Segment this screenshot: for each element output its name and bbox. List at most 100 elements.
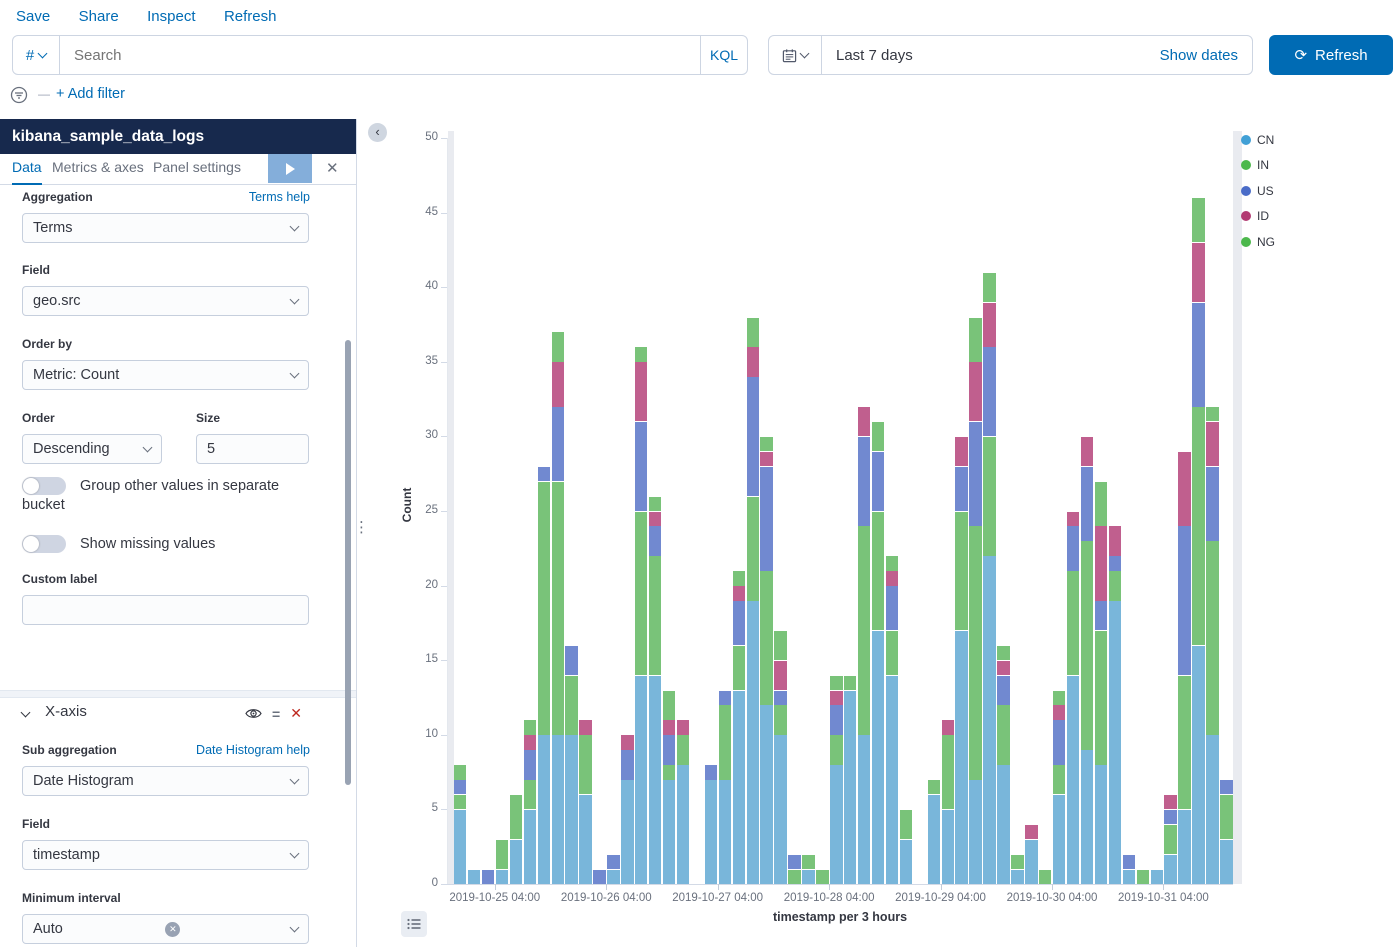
legend-item-us[interactable]: US <box>1241 184 1274 198</box>
search-input[interactable] <box>60 47 700 64</box>
bar-segment-ng[interactable] <box>747 318 759 347</box>
bar-segment-id[interactable] <box>955 437 967 466</box>
bar-segment-in[interactable] <box>1039 870 1051 884</box>
eye-icon[interactable] <box>245 707 262 720</box>
bar-segment-cn[interactable] <box>649 676 661 884</box>
bar-segment-in[interactable] <box>872 512 884 631</box>
bar-segment-cn[interactable] <box>942 810 954 884</box>
bar-segment-cn[interactable] <box>802 870 814 884</box>
bar-segment-ng[interactable] <box>1192 198 1204 242</box>
apply-changes-button[interactable] <box>268 154 312 183</box>
bar-segment-us[interactable] <box>649 526 661 555</box>
bar-segment-in[interactable] <box>677 735 689 764</box>
bar-segment-ng[interactable] <box>524 720 536 734</box>
bar-segment-in[interactable] <box>760 571 772 705</box>
bar-segment-in[interactable] <box>510 795 522 839</box>
bar-segment-cn[interactable] <box>1164 855 1176 884</box>
bar-segment-id[interactable] <box>1025 825 1037 839</box>
bar-segment-in[interactable] <box>942 735 954 809</box>
bar-segment-in[interactable] <box>454 795 466 809</box>
bar-segment-us[interactable] <box>1123 855 1135 869</box>
bar-segment-id[interactable] <box>997 661 1009 675</box>
bar-segment-in[interactable] <box>928 780 940 794</box>
bar-segment-ng[interactable] <box>1206 407 1218 421</box>
bar-segment-cn[interactable] <box>774 735 786 884</box>
bar-segment-us[interactable] <box>1178 526 1190 675</box>
bar-segment-us[interactable] <box>621 750 633 779</box>
bar-segment-in[interactable] <box>830 735 842 764</box>
bar-segment-id[interactable] <box>1081 437 1093 466</box>
bar-segment-cn[interactable] <box>1011 870 1023 884</box>
bar-segment-cn[interactable] <box>886 676 898 884</box>
bar-segment-in[interactable] <box>816 870 828 884</box>
bar-segment-id[interactable] <box>635 362 647 421</box>
bar-segment-us[interactable] <box>983 347 995 436</box>
bar-segment-us[interactable] <box>607 855 619 869</box>
bar-segment-ng[interactable] <box>649 497 661 511</box>
resize-handle-icon[interactable]: ⋮ <box>354 518 369 536</box>
bar-segment-cn[interactable] <box>1123 870 1135 884</box>
bar-segment-cn[interactable] <box>552 735 564 884</box>
bar-segment-ng[interactable] <box>733 571 745 585</box>
bar-segment-in[interactable] <box>1053 765 1065 794</box>
bar-segment-cn[interactable] <box>858 735 870 884</box>
drag-handle-icon[interactable]: = <box>272 706 280 722</box>
bar-segment-cn[interactable] <box>468 870 480 884</box>
bar-segment-in[interactable] <box>774 705 786 734</box>
kql-button[interactable]: KQL <box>700 36 747 74</box>
bar-segment-us[interactable] <box>454 780 466 794</box>
remove-x-axis-icon[interactable]: ✕ <box>290 705 302 722</box>
bar-segment-ng[interactable] <box>997 646 1009 660</box>
bar-segment-cn[interactable] <box>538 735 550 884</box>
refresh-button[interactable]: ⟳ Refresh <box>1269 35 1393 75</box>
bar-segment-id[interactable] <box>621 735 633 749</box>
group-other-toggle[interactable] <box>22 477 66 495</box>
bar-segment-us[interactable] <box>733 601 745 645</box>
bar-segment-cn[interactable] <box>1220 840 1232 884</box>
clear-icon[interactable]: ✕ <box>165 922 180 937</box>
bar-segment-id[interactable] <box>1192 243 1204 302</box>
bar-segment-in[interactable] <box>788 870 800 884</box>
bar-segment-cn[interactable] <box>844 691 856 884</box>
bar-segment-id[interactable] <box>760 452 772 466</box>
bar-segment-us[interactable] <box>1192 303 1204 407</box>
bar-segment-us[interactable] <box>1081 467 1093 541</box>
bar-segment-id[interactable] <box>649 512 661 526</box>
bar-segment-ng[interactable] <box>983 273 995 302</box>
bar-segment-id[interactable] <box>733 586 745 600</box>
bar-segment-ng[interactable] <box>454 765 466 779</box>
minimum-interval-select[interactable]: Auto ✕ <box>22 914 309 944</box>
bar-segment-in[interactable] <box>900 810 912 839</box>
legend-item-in[interactable]: IN <box>1241 158 1269 172</box>
bar-segment-id[interactable] <box>969 362 981 421</box>
bar-segment-id[interactable] <box>1109 526 1121 555</box>
bar-segment-ng[interactable] <box>886 556 898 570</box>
bar-segment-in[interactable] <box>1206 541 1218 734</box>
aggregation-select[interactable]: Terms <box>22 213 309 243</box>
tab-metrics-axes[interactable]: Metrics & axes <box>52 154 144 183</box>
bar-segment-us[interactable] <box>872 452 884 511</box>
tab-data[interactable]: Data <box>12 154 42 185</box>
bar-segment-in[interactable] <box>1220 795 1232 839</box>
bar-segment-cn[interactable] <box>496 870 508 884</box>
query-language-selector[interactable]: # <box>13 36 60 74</box>
bar-segment-cn[interactable] <box>1192 646 1204 884</box>
bar-segment-ng[interactable] <box>774 631 786 660</box>
bar-segment-us[interactable] <box>955 467 967 511</box>
collapse-sidebar-button[interactable]: ‹ <box>368 123 387 142</box>
bar-segment-id[interactable] <box>1067 512 1079 526</box>
bar-segment-cn[interactable] <box>565 735 577 884</box>
bar-segment-in[interactable] <box>1192 407 1204 645</box>
bar-segment-us[interactable] <box>565 646 577 675</box>
bar-segment-in[interactable] <box>886 631 898 675</box>
bar-segment-in[interactable] <box>1011 855 1023 869</box>
bar-segment-us[interactable] <box>1095 601 1107 630</box>
sub-aggregation-select[interactable]: Date Histogram <box>22 766 309 796</box>
bar-segment-ng[interactable] <box>1095 482 1107 526</box>
bar-segment-cn[interactable] <box>510 840 522 884</box>
bar-segment-us[interactable] <box>552 407 564 481</box>
date-histogram-help-link[interactable]: Date Histogram help <box>196 743 310 757</box>
bar-segment-cn[interactable] <box>1151 870 1163 884</box>
terms-help-link[interactable]: Terms help <box>249 190 310 204</box>
bar-segment-cn[interactable] <box>733 691 745 884</box>
